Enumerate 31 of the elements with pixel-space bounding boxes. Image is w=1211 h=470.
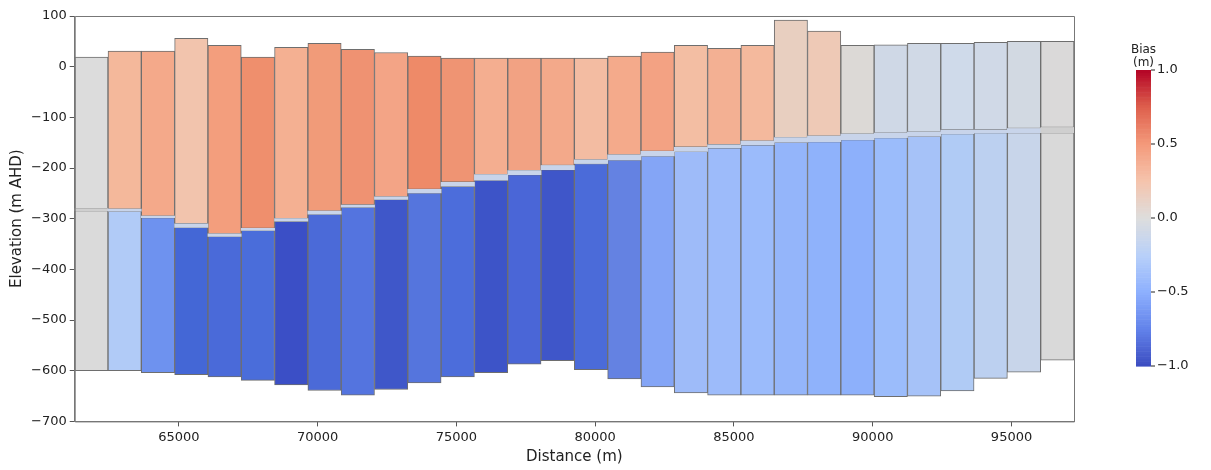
y-tick-label: −400 <box>30 260 67 276</box>
bar <box>207 233 242 237</box>
y-tick-label: −300 <box>30 210 67 226</box>
color-bar-label: 0.0 <box>1157 209 1178 225</box>
color-bar-label: −0.5 <box>1157 283 1189 299</box>
color-bar-title: Bias (m) <box>1130 42 1157 69</box>
x-tick-label: 95000 <box>990 428 1033 444</box>
x-tick-label: 75000 <box>435 428 478 444</box>
bar <box>407 188 442 194</box>
bar <box>374 196 409 200</box>
color-bar-label: −1.0 <box>1157 357 1189 373</box>
y-tick-label: −200 <box>30 159 67 175</box>
y-tick-label: −600 <box>30 362 67 378</box>
x-tick-label: 70000 <box>296 428 339 444</box>
y-tick-label: 0 <box>58 58 67 74</box>
y-tick-label: 100 <box>41 7 67 23</box>
y-tick-label: −500 <box>30 311 67 327</box>
x-tick-label: 90000 <box>852 428 894 444</box>
x-tick-label: 65000 <box>158 428 200 444</box>
bar <box>174 223 209 228</box>
x-tick-label: 80000 <box>574 428 616 444</box>
x-tick-label: 85000 <box>713 428 755 444</box>
bar <box>141 215 175 219</box>
color-bar-label: 1.0 <box>1157 61 1178 77</box>
x-axis-title: Distance (m) <box>526 446 623 465</box>
bar <box>240 228 275 231</box>
y-tick-label: −100 <box>30 108 67 124</box>
y-tick-label: −700 <box>30 412 67 428</box>
color-bar-label: 0.5 <box>1157 135 1178 151</box>
y-axis-title: Elevation (m AHD) <box>6 149 25 289</box>
bar <box>274 218 309 222</box>
